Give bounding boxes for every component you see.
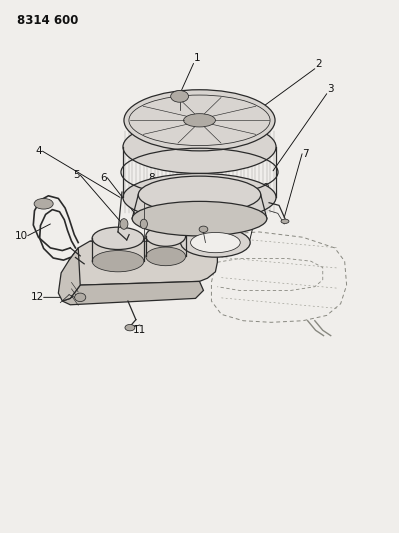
Polygon shape xyxy=(62,281,203,305)
Text: 9: 9 xyxy=(262,183,269,193)
Ellipse shape xyxy=(191,232,240,253)
Ellipse shape xyxy=(123,120,276,173)
Ellipse shape xyxy=(184,114,215,127)
Ellipse shape xyxy=(181,228,250,257)
Text: 10: 10 xyxy=(15,231,28,241)
Ellipse shape xyxy=(138,176,261,213)
Text: 4: 4 xyxy=(36,146,42,156)
Ellipse shape xyxy=(171,91,189,102)
Ellipse shape xyxy=(129,95,270,146)
Ellipse shape xyxy=(146,247,186,266)
Ellipse shape xyxy=(132,201,267,236)
Circle shape xyxy=(120,219,128,229)
Circle shape xyxy=(140,219,147,229)
Text: 8314 600: 8314 600 xyxy=(17,14,78,27)
Text: 8: 8 xyxy=(148,173,155,183)
Text: 6: 6 xyxy=(101,173,107,183)
Ellipse shape xyxy=(34,198,53,209)
Text: 7: 7 xyxy=(302,149,309,159)
Ellipse shape xyxy=(199,226,208,232)
Ellipse shape xyxy=(75,293,86,302)
Ellipse shape xyxy=(92,251,144,272)
Polygon shape xyxy=(67,237,217,285)
Ellipse shape xyxy=(124,90,275,151)
Text: 1: 1 xyxy=(194,53,200,63)
Polygon shape xyxy=(58,248,80,301)
Text: 3: 3 xyxy=(327,84,333,94)
Text: 5: 5 xyxy=(73,170,80,180)
Ellipse shape xyxy=(123,173,276,221)
Ellipse shape xyxy=(125,325,135,331)
Ellipse shape xyxy=(146,226,186,246)
Text: 2: 2 xyxy=(315,59,322,69)
Text: 11: 11 xyxy=(133,325,146,335)
Text: 12: 12 xyxy=(30,292,43,302)
Ellipse shape xyxy=(92,227,144,249)
Ellipse shape xyxy=(281,219,289,223)
